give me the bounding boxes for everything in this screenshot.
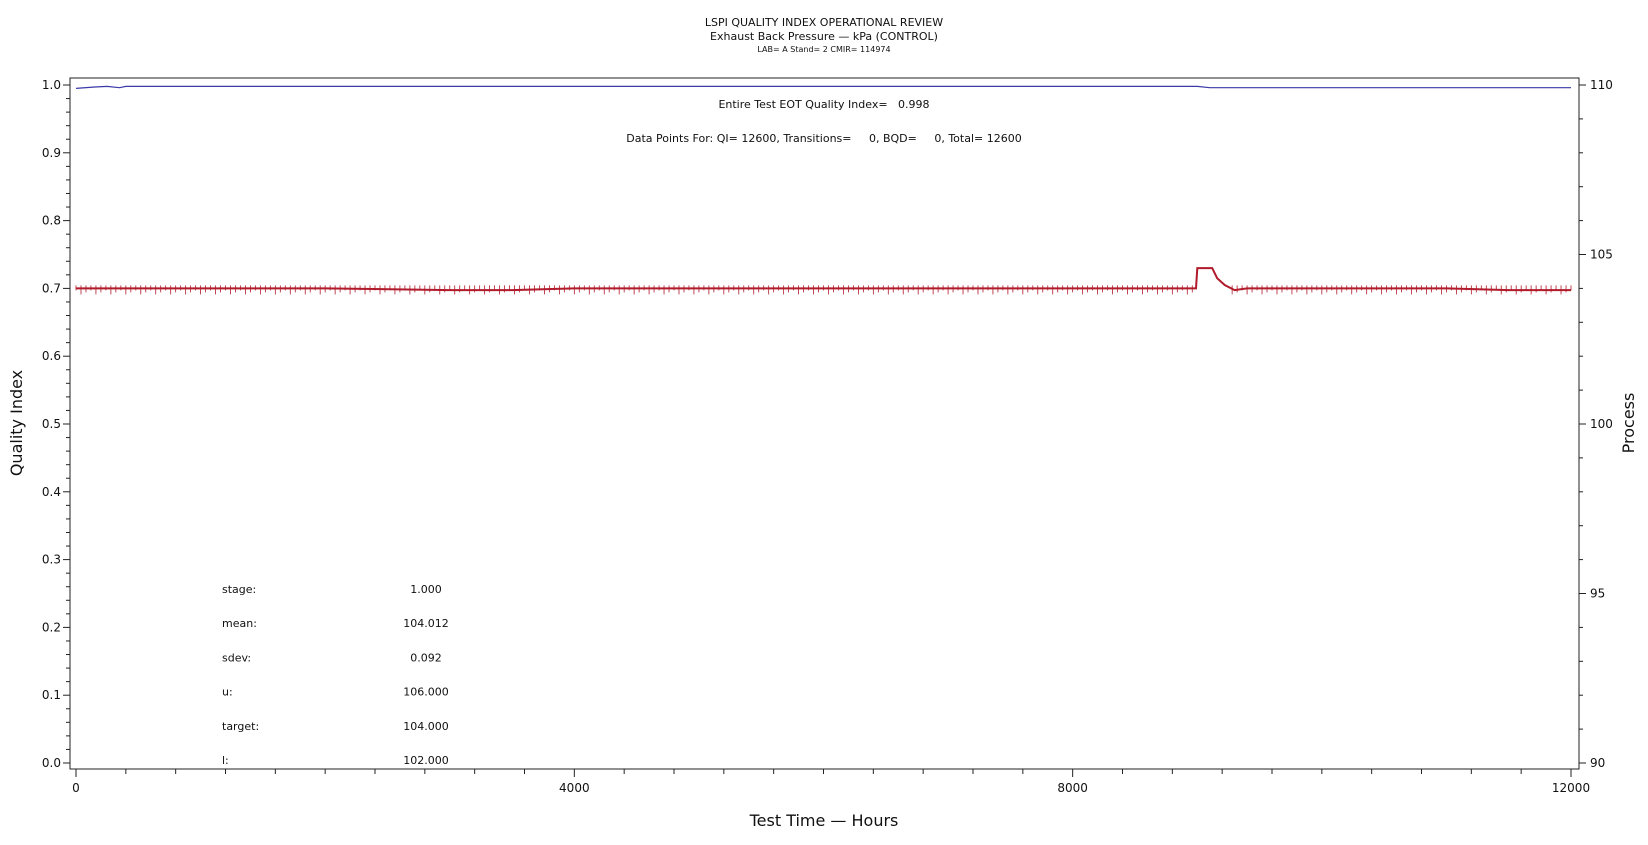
chart-title: LSPI QUALITY INDEX OPERATIONAL REVIEW (705, 16, 943, 29)
stat-label: target: (222, 720, 259, 733)
stat-value: 0.092 (410, 651, 442, 664)
y-right-tick-label: 105 (1590, 248, 1613, 262)
x-axis-ticks: 0 4000 8000 12000 (72, 769, 1590, 795)
x-tick-label: 0 (72, 781, 80, 795)
stat-label: sdev: (222, 651, 251, 664)
y-left-tick-label: 0.7 (42, 281, 61, 295)
y-left-tick-label: 0.8 (42, 214, 61, 228)
plot-frame (69, 77, 1580, 770)
y-right-tick-label: 100 (1590, 417, 1613, 431)
y-left-tick-label: 0.4 (42, 485, 61, 499)
y-right-axis-ticks: 90 95 100 105 110 (1579, 78, 1613, 770)
y-left-axis-ticks: 0.0 0.1 0.2 0.3 0.4 0.5 0.6 0.7 0.8 0.9 1.0 (42, 78, 70, 770)
data-points-annotation: Data Points For: QI= 12600, Transitions=… (626, 132, 1021, 145)
y-left-tick-label: 0.3 (42, 553, 61, 567)
y-left-tick-label: 0.9 (42, 146, 61, 160)
y-left-tick-label: 1.0 (42, 78, 61, 92)
y-left-tick-label: 0.2 (42, 620, 61, 634)
stat-value: 1.000 (410, 583, 442, 596)
y-right-tick-label: 95 (1590, 587, 1605, 601)
eot-quality-index-annotation: Entire Test EOT Quality Index= 0.998 (718, 98, 929, 111)
y-right-axis-label: Process (1619, 393, 1638, 454)
series-layer (75, 85, 1572, 295)
stat-label: mean: (222, 617, 257, 630)
y-left-tick-label: 0.6 (42, 349, 61, 363)
process-series-noise (75, 285, 1572, 295)
y-left-tick-label: 0.0 (42, 756, 61, 770)
y-right-tick-label: 110 (1590, 78, 1613, 92)
stat-value: 104.012 (403, 617, 449, 630)
stat-label: u: (222, 686, 233, 699)
x-axis-label: Test Time — Hours (749, 811, 899, 830)
chart-subtitle-lab-info: LAB= A Stand= 2 CMIR= 114974 (757, 45, 890, 54)
stats-block: stage: 1.000 mean: 104.012 sdev: 0.092 u: 106.0… (222, 583, 449, 767)
y-left-tick-label: 0.5 (42, 417, 61, 431)
y-left-tick-label: 0.1 (42, 688, 61, 702)
stat-label: stage: (222, 583, 256, 596)
quality-index-series-line (75, 85, 1571, 89)
chart-subtitle: Exhaust Back Pressure — kPa (CONTROL) (710, 30, 938, 43)
y-left-axis-label: Quality Index (7, 370, 26, 476)
stat-value: 106.000 (403, 686, 449, 699)
stat-label: l: (222, 754, 229, 767)
x-tick-label: 8000 (1057, 781, 1088, 795)
y-right-tick-label: 90 (1590, 756, 1605, 770)
process-series-line (76, 267, 1571, 292)
x-tick-label: 4000 (559, 781, 590, 795)
stat-value: 102.000 (403, 754, 449, 767)
stat-value: 104.000 (403, 720, 449, 733)
x-tick-label: 12000 (1552, 781, 1590, 795)
